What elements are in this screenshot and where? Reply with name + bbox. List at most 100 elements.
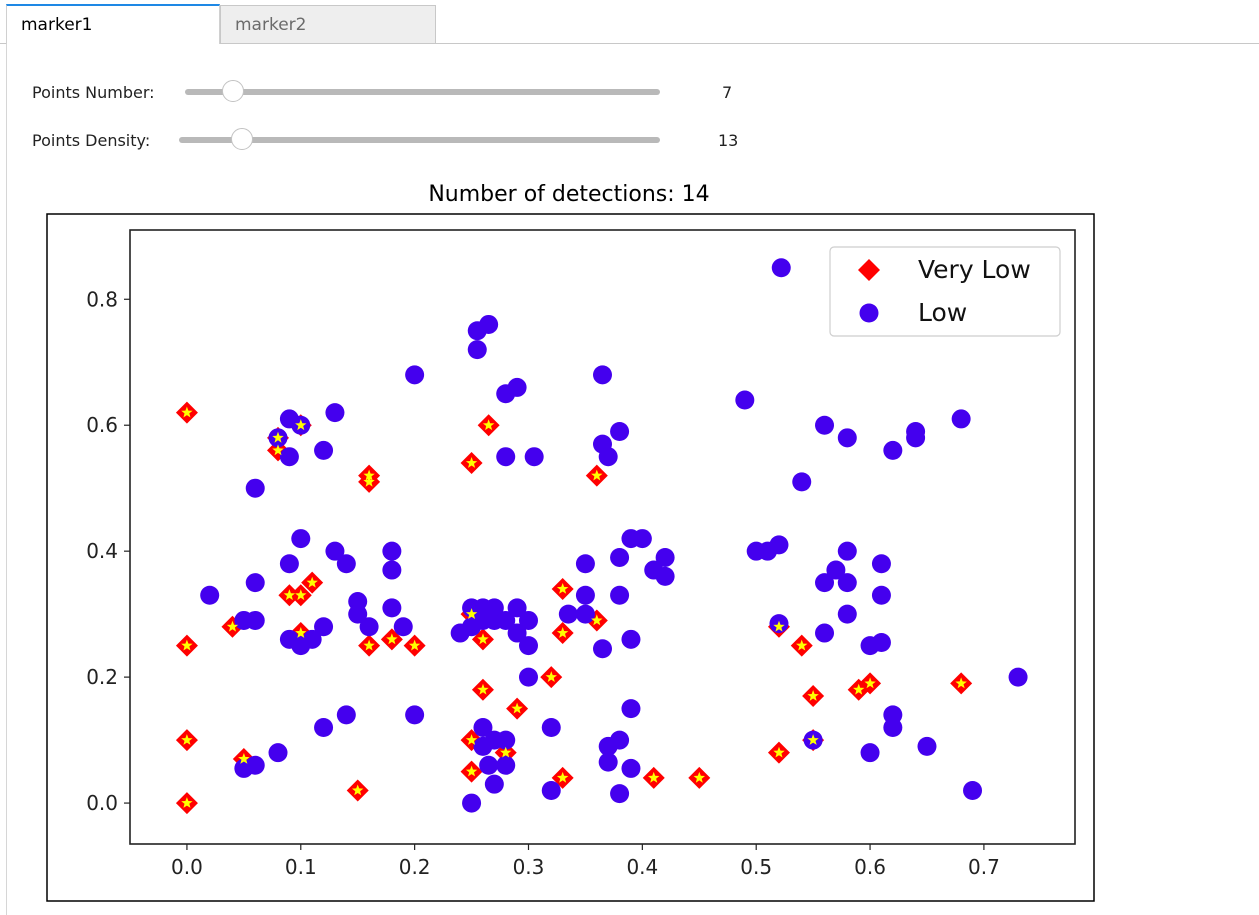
- points-density-slider[interactable]: [179, 137, 660, 143]
- low-point: [593, 365, 612, 385]
- legend-box: [829, 246, 1061, 337]
- star-marker: [272, 444, 284, 456]
- star-marker: [465, 457, 478, 468]
- low-point: [382, 541, 402, 561]
- low-point: [792, 472, 812, 492]
- star-marker: [807, 690, 819, 701]
- tab-marker1[interactable]: marker1: [6, 4, 220, 44]
- low-point: [507, 377, 527, 397]
- points-number-label: Points Number:: [32, 83, 155, 102]
- low-point: [496, 730, 516, 750]
- low-point: [951, 409, 971, 429]
- low-point: [837, 604, 857, 624]
- low-point: [473, 717, 493, 737]
- low-point: [610, 585, 630, 605]
- low-point: [771, 258, 791, 278]
- low-point: [268, 743, 288, 763]
- star-marker: [363, 475, 375, 487]
- low-point: [467, 340, 487, 360]
- star-marker: [465, 765, 478, 777]
- low-point: [200, 585, 220, 605]
- star-marker: [181, 797, 193, 808]
- points-density-slider-handle[interactable]: [230, 128, 253, 150]
- low-point: [336, 554, 356, 574]
- star-marker: [363, 639, 375, 651]
- star-marker: [386, 633, 398, 645]
- low-point: [621, 629, 641, 649]
- low-point: [598, 447, 618, 467]
- legend: Very Low Low: [829, 246, 1061, 337]
- star-marker: [295, 589, 307, 601]
- low-point: [291, 529, 311, 549]
- low-point: [883, 440, 903, 460]
- low-point: [815, 415, 835, 435]
- star-marker: [477, 633, 489, 645]
- low-point: [541, 717, 561, 737]
- low-point: [314, 617, 334, 637]
- tab-divider: [0, 43, 1259, 44]
- x-tick-label: 0.3: [513, 855, 545, 879]
- low-point: [610, 422, 630, 442]
- low-point: [336, 705, 356, 725]
- low-point: [917, 736, 937, 756]
- low-point: [632, 529, 652, 549]
- low-point: [906, 428, 926, 448]
- legend-low-swatch: [859, 303, 879, 323]
- star-marker: [181, 406, 193, 418]
- star-marker: [556, 627, 569, 638]
- star-marker: [693, 771, 705, 783]
- star-marker: [500, 746, 512, 758]
- low-point: [279, 447, 299, 467]
- tab-marker2[interactable]: marker2: [220, 5, 436, 43]
- low-point: [325, 541, 345, 561]
- low-point: [382, 560, 402, 580]
- low-point: [518, 610, 538, 630]
- plot-area-frame: [129, 229, 1076, 845]
- low-point: [496, 447, 516, 467]
- star-marker: [283, 589, 296, 601]
- star-marker: [226, 620, 239, 632]
- points-number-control: Points Number: 7: [32, 77, 752, 107]
- star-marker: [955, 677, 967, 689]
- points-density-control: Points Density: 13: [32, 125, 752, 155]
- low-point: [279, 554, 299, 574]
- low-point: [837, 541, 857, 561]
- star-marker: [272, 431, 284, 443]
- low-point: [655, 547, 675, 567]
- low-point: [769, 535, 789, 555]
- y-tick-label: 0.8: [86, 287, 118, 311]
- star-marker: [477, 683, 489, 695]
- low-point: [598, 752, 618, 772]
- low-point: [314, 717, 334, 737]
- low-point: [860, 743, 880, 763]
- low-point: [871, 554, 891, 574]
- low-point: [593, 639, 612, 659]
- star-marker: [556, 583, 569, 594]
- star-marker: [363, 469, 375, 481]
- low-point: [405, 705, 425, 725]
- x-tick-label: 0.6: [854, 855, 886, 879]
- star-marker: [796, 639, 808, 651]
- low-point: [575, 604, 595, 624]
- low-point: [621, 699, 641, 719]
- low-point: [735, 390, 755, 410]
- low-point: [558, 604, 578, 624]
- x-tick-label: 0.7: [968, 855, 1000, 879]
- low-point: [610, 547, 630, 567]
- low-point: [575, 554, 595, 574]
- low-point: [325, 403, 345, 423]
- low-point: [462, 793, 482, 813]
- low-point: [655, 566, 675, 586]
- low-point: [518, 667, 538, 687]
- low-point: [245, 573, 265, 593]
- low-point: [245, 610, 265, 630]
- low-point: [837, 428, 857, 448]
- points-density-label: Points Density:: [32, 131, 151, 150]
- points-number-slider[interactable]: [185, 89, 660, 95]
- points-number-value: 7: [722, 83, 733, 102]
- points-number-slider-handle[interactable]: [221, 80, 244, 102]
- low-point: [479, 755, 499, 775]
- star-marker: [295, 419, 307, 431]
- star-marker: [238, 753, 250, 764]
